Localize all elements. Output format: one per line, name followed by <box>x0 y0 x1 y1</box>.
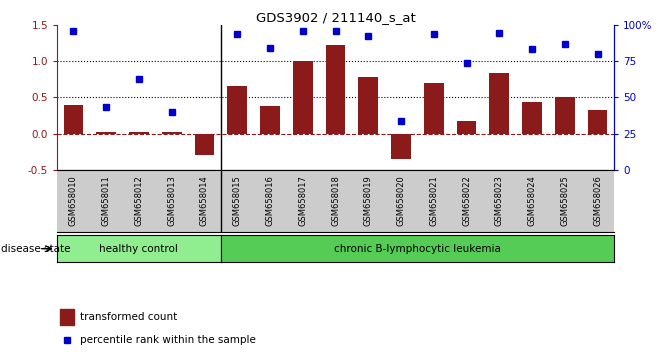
Bar <box>457 121 476 133</box>
Text: healthy control: healthy control <box>99 244 178 254</box>
Bar <box>522 102 542 133</box>
Bar <box>489 73 509 133</box>
Text: GSM658012: GSM658012 <box>134 175 144 225</box>
Text: GSM658010: GSM658010 <box>69 175 78 225</box>
Bar <box>64 104 83 133</box>
Bar <box>358 77 378 133</box>
Text: GSM658022: GSM658022 <box>462 175 471 225</box>
Text: chronic B-lymphocytic leukemia: chronic B-lymphocytic leukemia <box>334 244 501 254</box>
Bar <box>588 110 607 133</box>
Text: GSM658018: GSM658018 <box>331 175 340 226</box>
Text: GSM658020: GSM658020 <box>397 175 405 225</box>
Text: percentile rank within the sample: percentile rank within the sample <box>81 335 256 346</box>
Bar <box>391 133 411 159</box>
Bar <box>424 83 444 133</box>
Bar <box>97 132 116 133</box>
Bar <box>555 97 574 133</box>
Text: GSM658019: GSM658019 <box>364 175 373 225</box>
Text: transformed count: transformed count <box>81 312 178 322</box>
Text: GSM658011: GSM658011 <box>102 175 111 225</box>
Title: GDS3902 / 211140_s_at: GDS3902 / 211140_s_at <box>256 11 415 24</box>
Bar <box>129 132 149 133</box>
Text: GSM658023: GSM658023 <box>495 175 504 226</box>
Bar <box>60 309 74 325</box>
Text: GSM658026: GSM658026 <box>593 175 602 226</box>
Bar <box>293 61 313 133</box>
Bar <box>227 86 247 133</box>
Text: GSM658015: GSM658015 <box>233 175 242 225</box>
Text: GSM658013: GSM658013 <box>167 175 176 226</box>
Text: GSM658025: GSM658025 <box>560 175 569 225</box>
Bar <box>325 45 346 133</box>
Bar <box>162 132 182 133</box>
Text: disease state: disease state <box>1 244 70 254</box>
Text: GSM658016: GSM658016 <box>266 175 274 226</box>
Text: GSM658014: GSM658014 <box>200 175 209 225</box>
Bar <box>260 106 280 133</box>
Text: GSM658017: GSM658017 <box>298 175 307 226</box>
Text: GSM658024: GSM658024 <box>527 175 537 225</box>
Text: GSM658021: GSM658021 <box>429 175 438 225</box>
Bar <box>195 133 214 155</box>
